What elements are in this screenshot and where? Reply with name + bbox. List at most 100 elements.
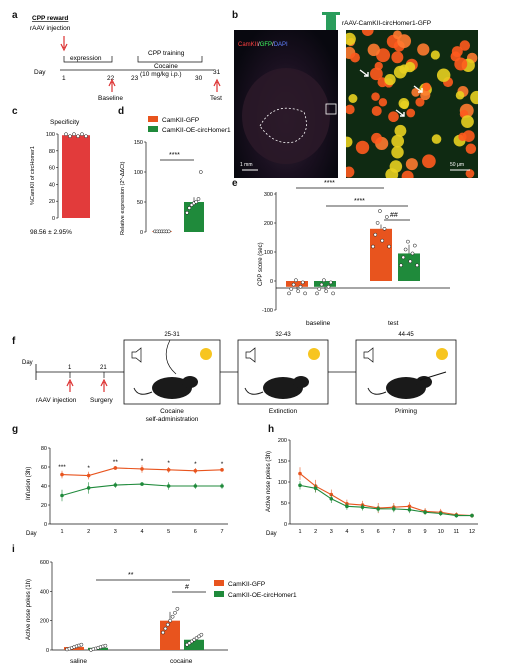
h-series-line [299, 484, 472, 517]
cell [415, 97, 425, 107]
cell [391, 134, 405, 148]
e-point [294, 278, 298, 283]
rat-head-icon [416, 376, 432, 388]
e-point [296, 289, 301, 294]
h-xtick-label: 12 [469, 529, 475, 535]
i-ytick-label: 400 [40, 589, 49, 595]
i-point [163, 626, 168, 631]
i-point [161, 630, 165, 635]
speaker-icon [131, 347, 142, 363]
cell [470, 90, 478, 105]
panel-label-a: a [12, 10, 18, 21]
cell [436, 68, 451, 82]
cell [370, 67, 383, 81]
h-point [345, 504, 349, 509]
h-ytick-label: 150 [278, 459, 287, 465]
c-title: Specificity [50, 119, 80, 126]
h-point [470, 513, 474, 518]
b-zoom-cells-image: 50 μm [346, 30, 478, 178]
rat-tail-icon [244, 387, 264, 395]
rat-head-icon [182, 376, 198, 388]
h-series-line [299, 473, 473, 517]
i-ytick-label: 0 [46, 648, 49, 654]
g-xtick-label: 5 [167, 529, 170, 535]
i-sig1: ** [128, 572, 134, 579]
d-point [166, 229, 171, 234]
h-xtick-label: 6 [377, 529, 380, 535]
rat-tail-icon [133, 387, 153, 395]
d-ytick-label: 100 [134, 170, 143, 176]
e-point [406, 239, 410, 244]
f-phase-days: 32-43 [275, 332, 291, 338]
a-cpp-reward: CPP reward [32, 15, 68, 22]
cell [405, 158, 418, 171]
panel-e: -100 0 100 200 300 **** **** ## baseline tes… [258, 180, 450, 327]
e-bar [370, 228, 392, 281]
c-bar-specificity [62, 135, 90, 218]
arrow-icon [413, 85, 423, 93]
arrow-icon [395, 109, 405, 117]
cell [346, 136, 353, 148]
g-ylabel: Infusion (3h) [26, 467, 32, 500]
e-bar [398, 253, 420, 281]
d-ytick-label: 50 [137, 200, 143, 206]
h-xtick-label: 8 [408, 529, 411, 535]
e-point [300, 280, 305, 285]
cell [450, 51, 461, 62]
h-point [329, 497, 334, 501]
c-point [72, 132, 76, 137]
b-scale1: 1 mm [240, 162, 253, 168]
c-ytick-label: 60 [49, 166, 55, 172]
h-ytick-label: 200 [278, 438, 287, 444]
a-day: Day [34, 69, 46, 76]
cell [374, 61, 383, 71]
cell [459, 40, 471, 51]
c-point [64, 132, 68, 137]
e-point [412, 243, 417, 248]
cell [465, 169, 475, 178]
i-sig2: # [185, 584, 189, 591]
a-d30: 30 [195, 75, 203, 82]
i-point [175, 606, 180, 611]
i-point [168, 618, 173, 623]
h-xtick-label: 3 [330, 529, 333, 535]
g-sig: *** [58, 464, 66, 471]
g-point [86, 486, 91, 490]
d-legend-swatch-gfp [148, 116, 158, 122]
i-ytick-label: 600 [40, 560, 49, 566]
a-cocaine: Cocaine [154, 63, 178, 70]
e-point [331, 291, 335, 296]
d-bar [184, 202, 204, 232]
e-ytick-label: 0 [270, 279, 273, 285]
g-xlabel: Day [26, 531, 37, 537]
rat-tail-icon [367, 387, 387, 395]
a-expression-bracket [63, 56, 113, 63]
light-icon [308, 348, 320, 360]
c-ytick-label: 20 [49, 199, 55, 205]
g-point [220, 484, 224, 488]
e-point [328, 280, 333, 285]
panel-label-i: i [12, 544, 15, 555]
a-d23: 23 [131, 75, 139, 82]
i-xlabel-saline: saline [70, 658, 87, 665]
d-point [194, 200, 199, 204]
h-xtick-label: 1 [298, 529, 301, 535]
i-legend-swatch-oe [214, 591, 224, 597]
light-icon [200, 348, 212, 360]
e-xlabel-test: test [388, 320, 399, 327]
cell [384, 73, 396, 86]
cell [404, 61, 416, 73]
g-point [193, 469, 198, 473]
g-point [60, 493, 64, 498]
a-test-arrow [213, 78, 221, 92]
c-ytick-label: 40 [49, 182, 55, 188]
cell [367, 43, 380, 57]
panel-label-f: f [12, 336, 16, 347]
panel-f: Day 1 21 rAAV injection Surgery 25-31 Coc… [22, 332, 457, 423]
a-raav: rAAV injection [30, 25, 71, 32]
panel-d: CamKII-GFP CamKII-OE-circHomer1 0 50 100 15… [120, 116, 231, 236]
h-ytick-label: 50 [281, 501, 287, 507]
cell [430, 50, 440, 60]
f-phase-label-2: self-administration [146, 416, 199, 423]
